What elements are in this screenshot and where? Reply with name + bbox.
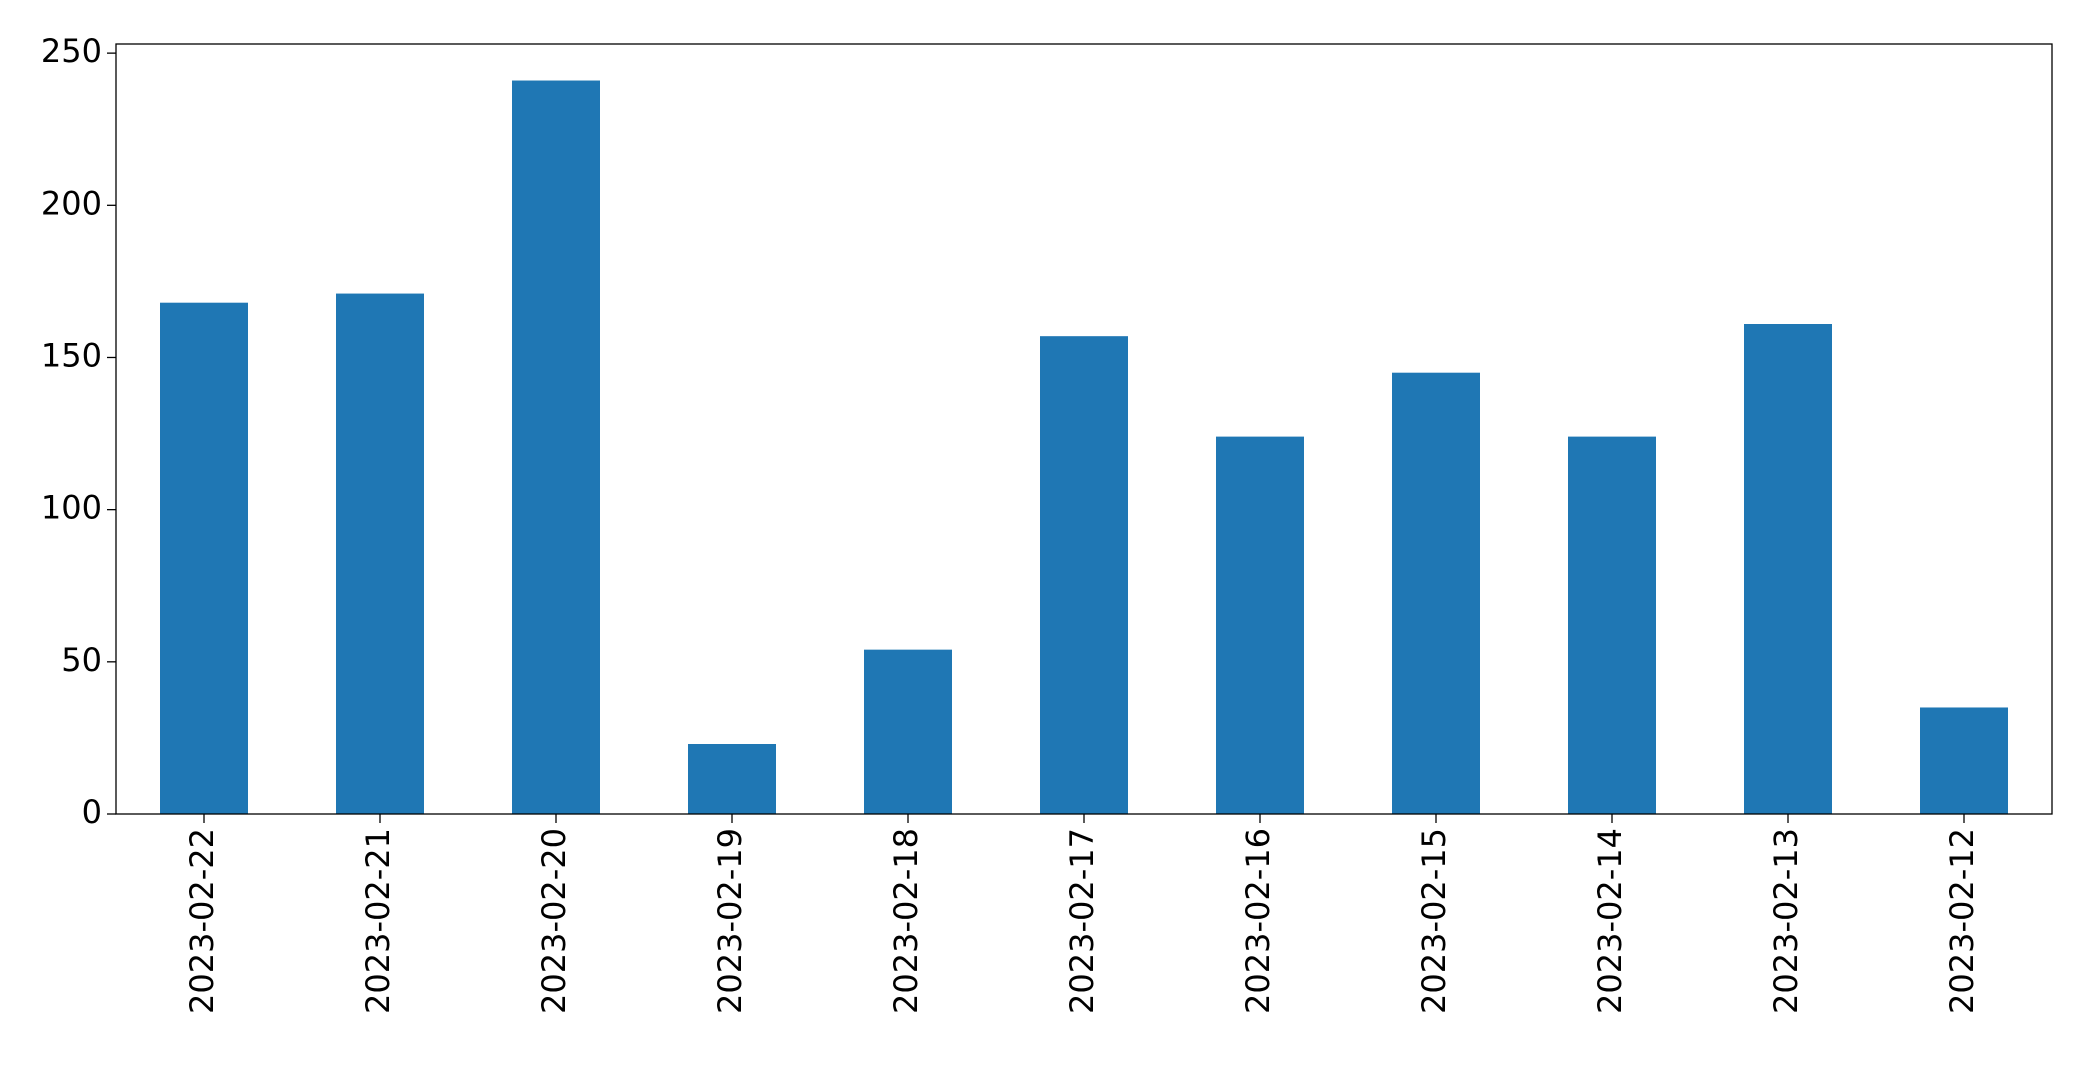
y-tick-label: 150 xyxy=(41,336,102,374)
x-tick-label: 2023-02-15 xyxy=(1415,828,1453,1014)
x-tick-label: 2023-02-21 xyxy=(359,828,397,1014)
y-tick-label: 250 xyxy=(41,32,102,70)
bar xyxy=(688,744,776,814)
x-tick-label: 2023-02-22 xyxy=(183,828,221,1014)
y-tick-label: 0 xyxy=(82,793,102,831)
bar xyxy=(336,293,424,815)
x-tick-label: 2023-02-18 xyxy=(887,828,925,1014)
y-tick-label: 200 xyxy=(41,184,102,222)
bar xyxy=(864,649,952,814)
bar xyxy=(1920,707,2008,814)
bar xyxy=(160,302,248,814)
y-tick-label: 50 xyxy=(61,641,102,679)
x-tick-label: 2023-02-12 xyxy=(1943,828,1981,1014)
x-tick-label: 2023-02-20 xyxy=(535,828,573,1014)
bar xyxy=(1392,372,1480,814)
y-tick-label: 100 xyxy=(41,489,102,527)
bar xyxy=(1568,436,1656,814)
bar xyxy=(1216,436,1304,814)
x-tick-label: 2023-02-14 xyxy=(1591,828,1629,1014)
bar xyxy=(512,80,600,815)
x-tick-label: 2023-02-13 xyxy=(1767,828,1805,1014)
bar xyxy=(1040,336,1128,814)
x-tick-label: 2023-02-17 xyxy=(1063,828,1101,1014)
x-tick-label: 2023-02-19 xyxy=(711,828,749,1014)
x-tick-label: 2023-02-16 xyxy=(1239,828,1277,1014)
bar xyxy=(1744,324,1832,814)
